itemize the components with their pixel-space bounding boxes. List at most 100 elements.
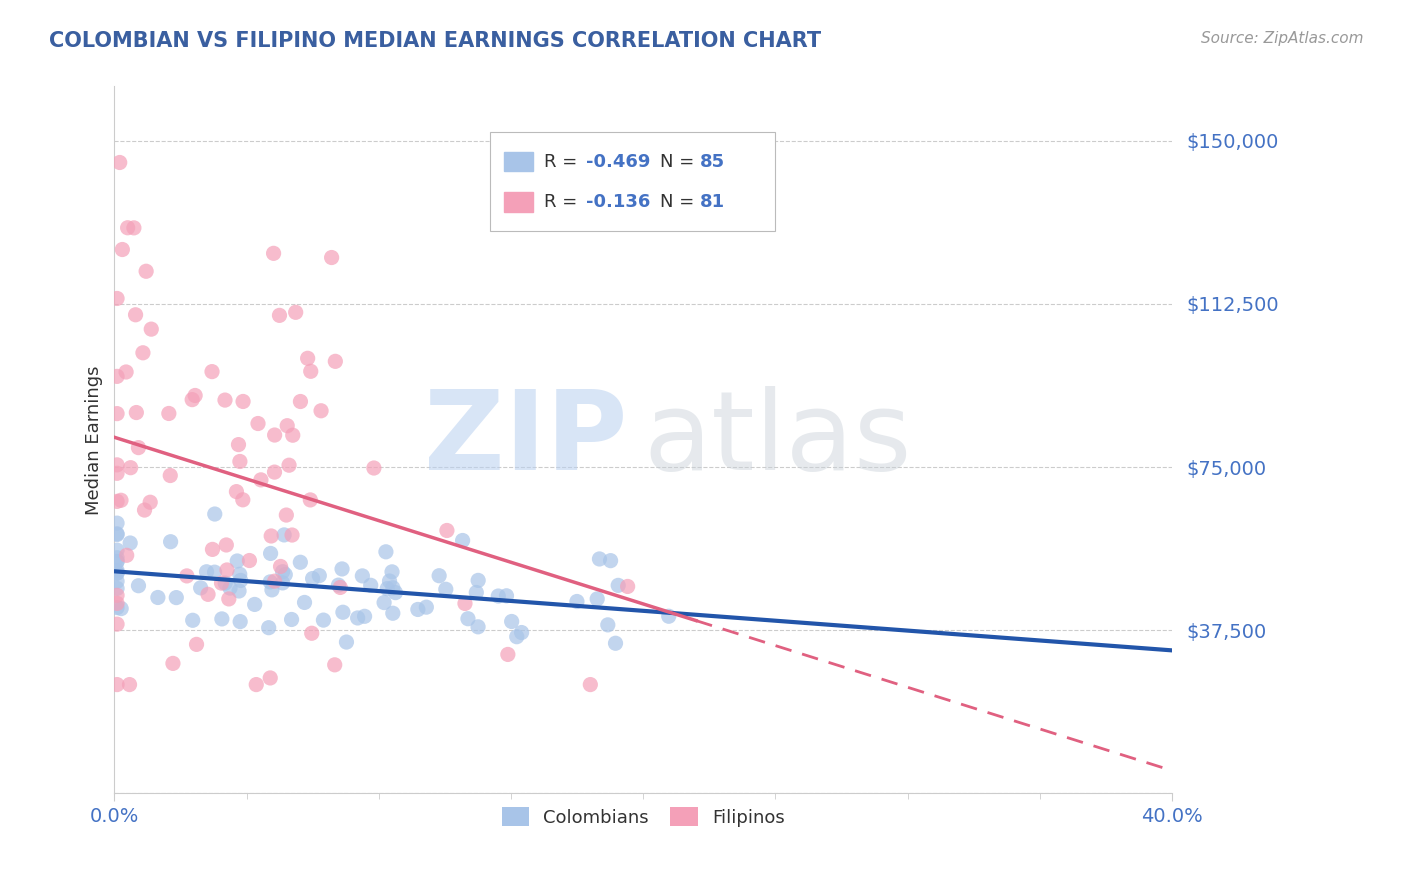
Point — [105, 369, 128, 384]
Point — [105, 596, 128, 610]
Point — [312, 613, 335, 627]
Point — [105, 543, 128, 558]
Point — [434, 582, 457, 597]
Point — [105, 574, 128, 589]
Point — [176, 569, 198, 583]
Text: 81: 81 — [700, 193, 725, 211]
Point — [218, 591, 240, 606]
Point — [360, 578, 382, 592]
Point — [501, 615, 523, 629]
Text: -0.136: -0.136 — [586, 193, 651, 211]
Point — [108, 155, 131, 169]
Point — [229, 615, 252, 629]
Point — [373, 596, 395, 610]
Point — [204, 507, 226, 521]
Point — [259, 546, 281, 560]
Point — [105, 458, 128, 472]
Point — [299, 492, 322, 507]
Point — [201, 542, 224, 557]
Point — [325, 354, 347, 368]
Point — [565, 594, 588, 608]
Point — [184, 388, 207, 402]
Point — [139, 495, 162, 509]
Point — [115, 549, 138, 563]
Point — [415, 600, 437, 615]
Point — [586, 591, 609, 606]
Point — [105, 588, 128, 602]
Point — [229, 454, 252, 468]
Point — [451, 533, 474, 548]
Point — [115, 365, 138, 379]
Point — [330, 562, 353, 576]
Text: N =: N = — [661, 153, 700, 170]
Point — [384, 585, 406, 599]
Point — [486, 589, 509, 603]
Point — [238, 553, 260, 567]
Point — [201, 365, 224, 379]
Point — [197, 587, 219, 601]
Text: COLOMBIAN VS FILIPINO MEDIAN EARNINGS CORRELATION CHART: COLOMBIAN VS FILIPINO MEDIAN EARNINGS CO… — [49, 31, 821, 51]
Point — [117, 220, 139, 235]
Point — [263, 428, 285, 442]
Point — [232, 492, 254, 507]
Point — [335, 635, 357, 649]
Point — [263, 246, 285, 260]
Point — [105, 407, 128, 421]
Point — [259, 574, 281, 589]
Point — [332, 605, 354, 619]
Point — [105, 292, 128, 306]
Point — [281, 528, 304, 542]
Point — [299, 364, 322, 378]
Point — [127, 441, 149, 455]
Point — [127, 579, 149, 593]
Text: atlas: atlas — [643, 386, 911, 493]
Point — [159, 534, 181, 549]
Point — [105, 564, 128, 578]
Point — [190, 581, 212, 595]
Point — [159, 468, 181, 483]
Point — [374, 545, 396, 559]
Point — [297, 351, 319, 366]
Point — [270, 559, 292, 574]
Point — [105, 600, 128, 615]
FancyBboxPatch shape — [489, 132, 775, 231]
Point — [263, 465, 285, 479]
Point — [381, 565, 404, 579]
Point — [281, 428, 304, 442]
Point — [506, 630, 529, 644]
Point — [427, 568, 450, 582]
Bar — [503, 152, 533, 171]
Point — [406, 602, 429, 616]
Point — [214, 576, 236, 591]
Point — [257, 621, 280, 635]
Point — [105, 555, 128, 569]
Point — [454, 597, 477, 611]
Point — [229, 574, 252, 588]
Point — [263, 574, 285, 589]
Point — [214, 393, 236, 408]
Point — [181, 613, 204, 627]
Point — [215, 563, 238, 577]
Point — [157, 407, 180, 421]
Point — [381, 606, 404, 620]
Text: Source: ZipAtlas.com: Source: ZipAtlas.com — [1201, 31, 1364, 46]
Point — [274, 567, 297, 582]
Point — [363, 461, 385, 475]
Point — [105, 467, 128, 481]
Point — [105, 677, 128, 691]
Point — [111, 243, 134, 257]
Point — [146, 591, 169, 605]
Point — [232, 394, 254, 409]
Text: ZIP: ZIP — [425, 386, 627, 493]
Point — [247, 417, 270, 431]
Point — [105, 516, 128, 530]
Point — [110, 493, 132, 508]
Point — [181, 392, 204, 407]
Legend: Colombians, Filipinos: Colombians, Filipinos — [495, 800, 792, 834]
Point — [260, 582, 283, 597]
Point — [118, 677, 141, 691]
Point — [308, 568, 330, 582]
Point — [105, 526, 128, 541]
Point — [269, 309, 291, 323]
Point — [346, 611, 368, 625]
